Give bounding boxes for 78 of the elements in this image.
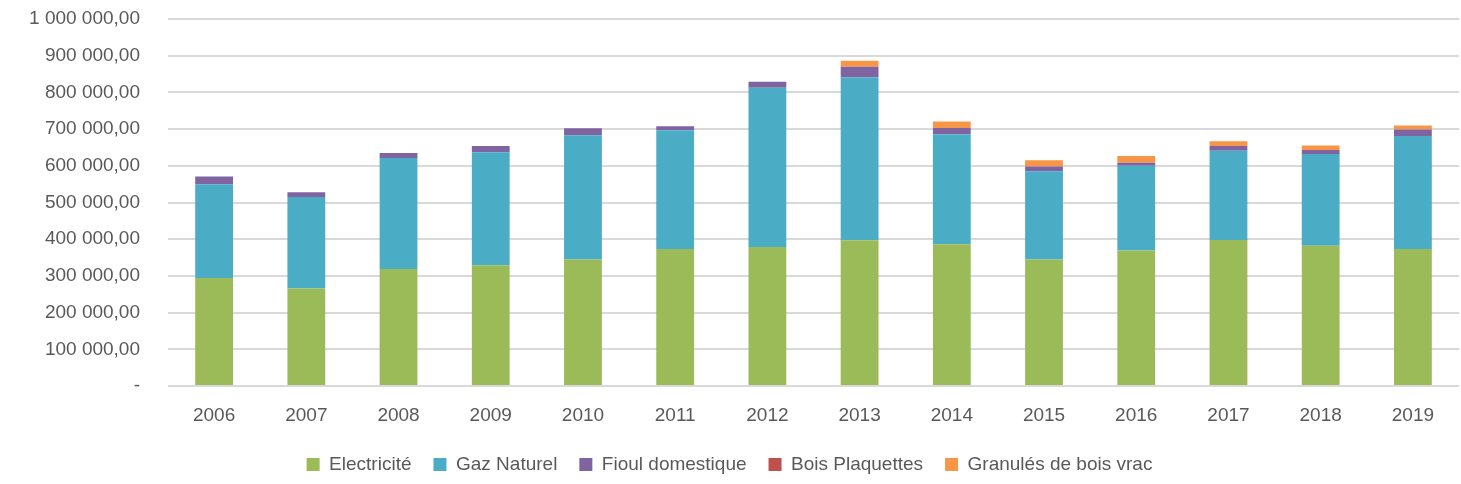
bar (471, 145, 510, 153)
bar (1209, 145, 1248, 151)
x-tick-label: 2017 (1207, 403, 1250, 425)
bar (1301, 145, 1340, 151)
x-tick-label: 2010 (561, 403, 605, 425)
bar (379, 152, 418, 159)
bar (564, 128, 602, 136)
bar (1209, 150, 1248, 240)
bar (1025, 171, 1063, 260)
bar (379, 158, 418, 269)
bar (656, 126, 695, 131)
x-tick-label: 2015 (1022, 403, 1066, 425)
bar (1393, 125, 1432, 130)
bar (1393, 249, 1432, 385)
bar (195, 184, 234, 279)
y-tick-label: 400 000,00 (44, 227, 140, 249)
x-tick-label: 2007 (285, 403, 328, 425)
bar (1117, 155, 1156, 163)
bar (932, 128, 971, 135)
y-tick-label: 800 000,00 (44, 80, 140, 102)
x-tick-label: 2018 (1299, 403, 1342, 425)
bar (748, 81, 787, 88)
bar (1117, 165, 1156, 251)
bar (932, 121, 971, 128)
y-tick-label: 100 000,00 (44, 337, 140, 359)
legend-label: Electricité (329, 452, 412, 474)
bar (1025, 160, 1063, 167)
bar (1301, 154, 1340, 246)
bar (932, 134, 971, 245)
y-tick-label: 700 000,00 (44, 117, 140, 139)
legend-label: Fioul domestique (601, 452, 747, 474)
y-tick-label: 300 000,00 (44, 264, 140, 286)
legend-label: Gaz Naturel (455, 452, 558, 474)
y-tick-label: 200 000,00 (44, 300, 140, 322)
bar (1209, 141, 1248, 146)
x-tick-label: 2013 (838, 403, 881, 425)
bar (287, 192, 326, 197)
bar (748, 87, 787, 247)
x-tick-label: 2011 (654, 403, 696, 425)
bar (195, 176, 234, 185)
bar (1393, 136, 1432, 250)
bar (564, 259, 602, 385)
bar (656, 249, 695, 385)
bar (748, 246, 787, 385)
x-tick-label: 2014 (930, 403, 974, 425)
bar (840, 77, 879, 241)
bar (195, 278, 234, 385)
y-tick-label: 500 000,00 (44, 190, 140, 212)
bar (471, 265, 510, 385)
bar (287, 288, 326, 385)
bar (287, 197, 326, 289)
y-tick-label: 600 000,00 (44, 154, 140, 176)
legend-label: Bois Plaquettes (791, 452, 924, 474)
x-tick-label: 2012 (746, 403, 789, 425)
bar (564, 135, 602, 260)
bar (1301, 150, 1340, 155)
bar (656, 130, 695, 250)
x-tick-label: 2019 (1391, 403, 1435, 425)
y-tick-label: 900 000,00 (44, 43, 140, 65)
bar (840, 66, 879, 78)
y-tick-label: - (133, 374, 140, 396)
bar (1117, 162, 1156, 166)
x-tick-label: 2016 (1115, 403, 1158, 425)
bar (471, 152, 510, 266)
bar (1301, 245, 1340, 385)
x-tick-label: 2008 (377, 403, 420, 425)
bar (1393, 129, 1432, 137)
x-tick-label: 2006 (192, 403, 236, 425)
x-tick-label: 2009 (469, 403, 512, 425)
bar (840, 60, 879, 67)
bar (1117, 250, 1156, 385)
bar (840, 240, 879, 385)
legend-label: Granulés de bois vrac (967, 452, 1153, 474)
bar (1025, 259, 1063, 385)
bar (1209, 239, 1248, 385)
bar (379, 268, 418, 385)
bar (932, 244, 971, 385)
y-tick-label: 1 000 000,00 (29, 7, 140, 29)
